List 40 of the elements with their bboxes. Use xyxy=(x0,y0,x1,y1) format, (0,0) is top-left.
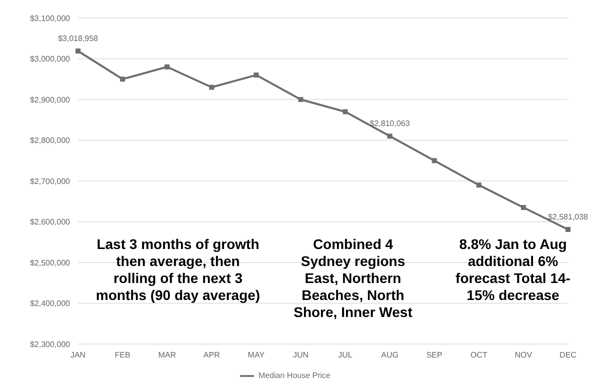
x-tick-label: NOV xyxy=(514,350,533,360)
point xyxy=(120,76,126,82)
point xyxy=(476,182,482,188)
point xyxy=(432,158,437,164)
y-tick-label: $2,900,000 xyxy=(30,95,71,104)
point xyxy=(387,134,392,139)
y-tick-label: $2,500,000 xyxy=(30,258,71,268)
x-tick-label: JAN xyxy=(70,350,86,360)
legend-label: Median House Price xyxy=(258,371,331,380)
x-tick-label: JUL xyxy=(338,350,353,360)
x-tick-label: JUN xyxy=(292,350,309,360)
point xyxy=(209,84,214,90)
point xyxy=(164,64,170,70)
data-label: $2,581,038 xyxy=(548,212,589,222)
annotation: Last 3 months of growth then average, then rolling of the next 3 months (90 day average) xyxy=(94,236,262,304)
x-tick-label: OCT xyxy=(470,350,488,360)
x-tick-label: SEP xyxy=(426,350,442,360)
x-tick-label: MAY xyxy=(248,350,266,360)
annotation: 8.8% Jan to Aug additional 6% forecast Total 14-15% decrease xyxy=(454,236,572,304)
x-tick-label: FEB xyxy=(114,350,130,360)
y-tick-label: $2,300,000 xyxy=(30,340,71,349)
annotation: Combined 4 Sydney regions East, Northern Beaches, North Shore, Inner West xyxy=(292,236,414,321)
x-tick-label: AUG xyxy=(381,350,398,360)
y-tick-label: $3,000,000 xyxy=(30,54,71,64)
y-tick-label: $2,800,000 xyxy=(30,136,71,146)
y-tick-label: $2,700,000 xyxy=(30,176,71,186)
point xyxy=(566,226,570,232)
point xyxy=(298,97,304,102)
x-tick-label: MAR xyxy=(158,350,176,360)
data-label: $3,018,958 xyxy=(58,34,99,44)
data-label: $2,810,063 xyxy=(370,119,410,128)
point xyxy=(76,48,80,54)
x-tick-label: DEC xyxy=(560,350,577,360)
point xyxy=(520,204,526,210)
y-tick-label: $2,600,000 xyxy=(30,218,71,227)
y-tick-label: $2,400,000 xyxy=(30,299,71,308)
x-tick-label: APR xyxy=(203,350,220,360)
point xyxy=(342,109,348,114)
y-tick-label: $3,100,000 xyxy=(30,14,71,23)
point xyxy=(254,72,259,78)
